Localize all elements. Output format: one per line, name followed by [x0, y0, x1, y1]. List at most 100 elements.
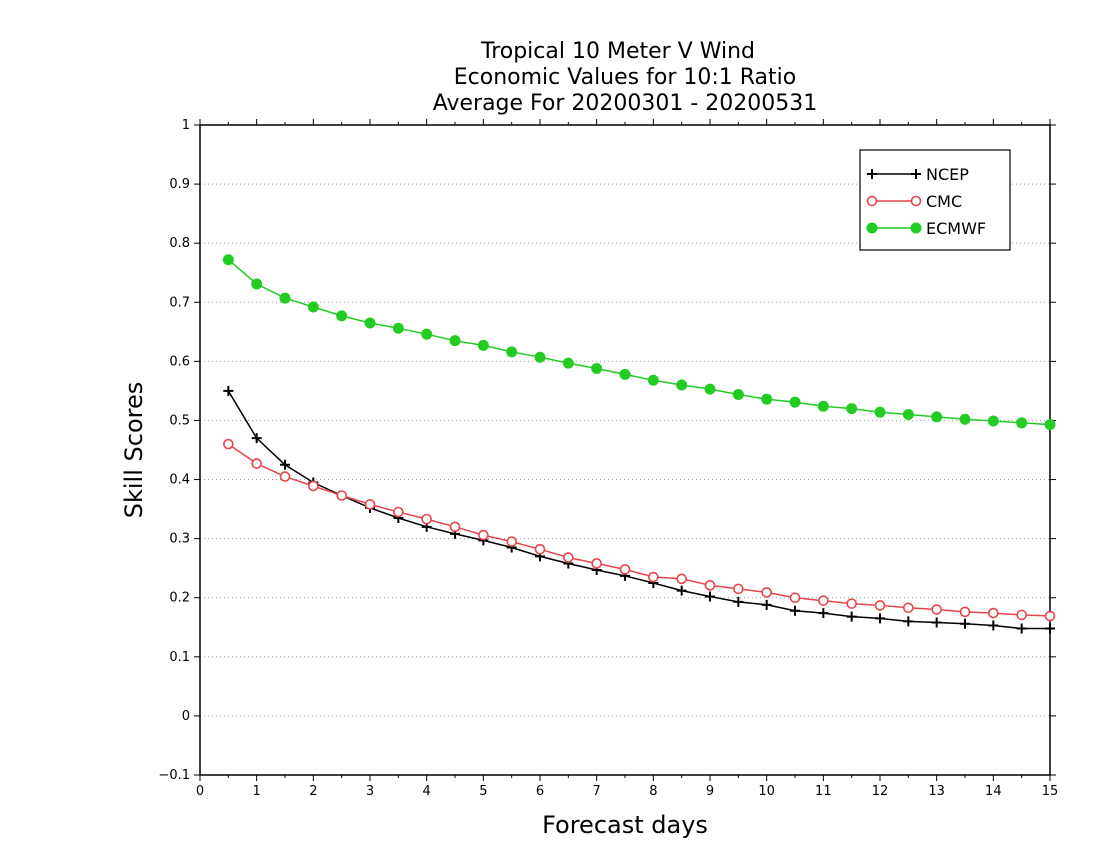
legend-marker-ncep [867, 169, 877, 179]
data-point-ecmwf [279, 292, 291, 304]
data-point-ecmwf [392, 322, 404, 334]
data-point-ncep [676, 585, 687, 596]
data-point-cmc [336, 490, 347, 501]
data-point-ecmwf [449, 335, 461, 347]
data-point-ncep [903, 616, 914, 627]
data-point-ecmwf [534, 351, 546, 363]
data-point-ecmwf [959, 413, 971, 425]
series-line-cmc [227, 443, 1051, 617]
legend-label-cmc: CMC [926, 192, 962, 211]
x-tick-label: 15 [1042, 784, 1059, 799]
data-point-ecmwf [251, 278, 263, 290]
data-point-cmc [988, 607, 999, 619]
legend-marker-ncep [911, 169, 921, 179]
title-line-1: Tropical 10 Meter V Wind [480, 39, 755, 64]
chart-title: Tropical 10 Meter V Wind Economic Values… [433, 39, 818, 116]
data-point-ecmwf [931, 411, 943, 423]
y-tick-label: 0.2 [169, 591, 190, 606]
y-tick-label: −0.1 [158, 768, 190, 783]
data-point-ecmwf [421, 328, 433, 340]
data-point-cmc [874, 600, 886, 611]
y-tick-label: 0.9 [169, 177, 190, 192]
data-point-ecmwf [902, 409, 914, 421]
title-line-2: Economic Values for 10:1 Ratio [454, 65, 796, 90]
data-point-ecmwf [987, 415, 999, 427]
x-tick-label: 11 [815, 784, 832, 799]
x-tick-label: 0 [196, 784, 204, 799]
x-axis-title: Forecast days [542, 811, 708, 839]
data-point-cmc [903, 602, 914, 614]
data-point-cmc [648, 571, 659, 583]
x-tick-label: 2 [309, 784, 317, 799]
data-point-cmc [449, 521, 461, 533]
data-point-cmc [421, 513, 432, 525]
y-tick-label: 1 [182, 118, 190, 133]
y-tick-label: 0.8 [169, 236, 190, 251]
data-point-cmc [818, 595, 829, 606]
data-point-ecmwf [506, 346, 518, 358]
data-point-ecmwf [364, 317, 376, 329]
data-point-ecmwf [591, 362, 603, 374]
data-point-ecmwf [562, 357, 574, 369]
data-point-ecmwf [704, 383, 716, 395]
data-point-cmc [506, 536, 517, 547]
data-point-ncep [846, 611, 857, 622]
data-point-cmc [704, 580, 716, 591]
x-tick-label: 14 [985, 784, 1002, 799]
title-line-3: Average For 20200301 - 20200531 [433, 91, 818, 116]
data-point-ncep [931, 617, 942, 628]
x-tick-label: 4 [423, 784, 431, 799]
data-point-ecmwf [1044, 419, 1056, 431]
data-point-ecmwf [761, 393, 773, 405]
x-tick-label: 10 [758, 784, 775, 799]
data-point-ncep [733, 596, 744, 607]
data-point-ecmwf [619, 368, 631, 380]
data-point-cmc [789, 592, 801, 604]
y-tick-label: 0.1 [169, 650, 190, 665]
data-point-cmc [279, 471, 291, 482]
y-tick-label: 0.6 [169, 354, 190, 369]
y-tick-label: 0 [182, 709, 190, 724]
data-point-cmc [931, 604, 942, 615]
data-point-ecmwf [817, 400, 829, 412]
x-tick-label: 12 [872, 784, 889, 799]
data-point-cmc [563, 552, 574, 563]
legend-marker-cmc [866, 195, 878, 207]
data-point-ncep [1016, 623, 1027, 634]
x-tick-label: 7 [593, 784, 601, 799]
data-series [222, 254, 1056, 634]
data-point-cmc [223, 438, 234, 450]
data-point-cmc [676, 573, 687, 585]
data-point-ncep [223, 385, 234, 396]
legend: NCEP CMC ECMWF [859, 149, 1011, 251]
data-point-ecmwf [1016, 417, 1028, 429]
data-point-ncep [761, 599, 772, 610]
data-point-ecmwf [874, 406, 886, 418]
data-point-ncep [875, 613, 885, 624]
data-point-ncep [280, 459, 290, 470]
data-point-cmc [364, 499, 376, 510]
data-point-ecmwf [477, 339, 489, 351]
data-point-ecmwf [222, 254, 234, 266]
data-point-cmc [393, 506, 404, 518]
series-cmc [223, 438, 1056, 622]
x-tick-label: 13 [928, 784, 945, 799]
data-point-ncep [1045, 623, 1055, 634]
data-point-ncep [818, 608, 829, 619]
y-axis-title: Skill Scores [120, 382, 148, 519]
x-tick-label: 5 [479, 784, 487, 799]
x-tick-label: 9 [706, 784, 714, 799]
x-tick-label: 1 [253, 784, 261, 799]
data-point-cmc [761, 587, 772, 598]
x-tick-label: 3 [366, 784, 374, 799]
data-point-cmc [478, 529, 489, 541]
x-tick-label: 6 [536, 784, 544, 799]
data-point-ncep [988, 620, 999, 631]
data-point-cmc [733, 583, 744, 595]
data-point-cmc [591, 558, 602, 569]
data-point-cmc [619, 564, 631, 575]
data-point-ecmwf [789, 396, 801, 408]
data-point-ncep [251, 433, 262, 444]
